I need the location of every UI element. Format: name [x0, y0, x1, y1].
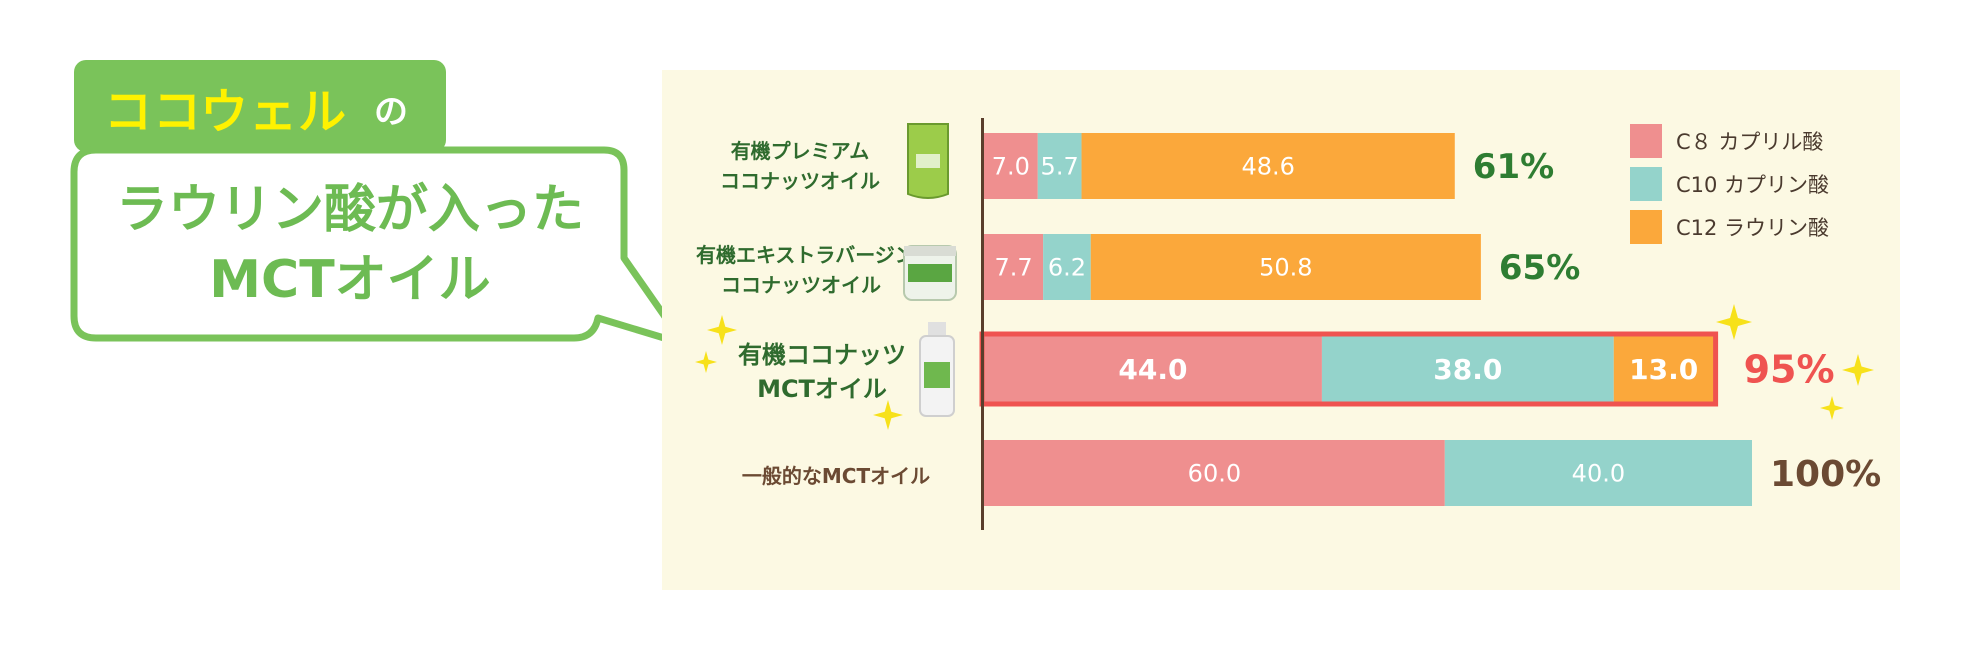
- sparkle-icon: [873, 400, 903, 430]
- sparkle-icon: [695, 351, 717, 373]
- sparkle-icon: [707, 315, 737, 345]
- sparkle-icon: [1842, 354, 1874, 386]
- sparkle-icon: [1820, 396, 1844, 420]
- sparkle-icon: [1716, 304, 1752, 340]
